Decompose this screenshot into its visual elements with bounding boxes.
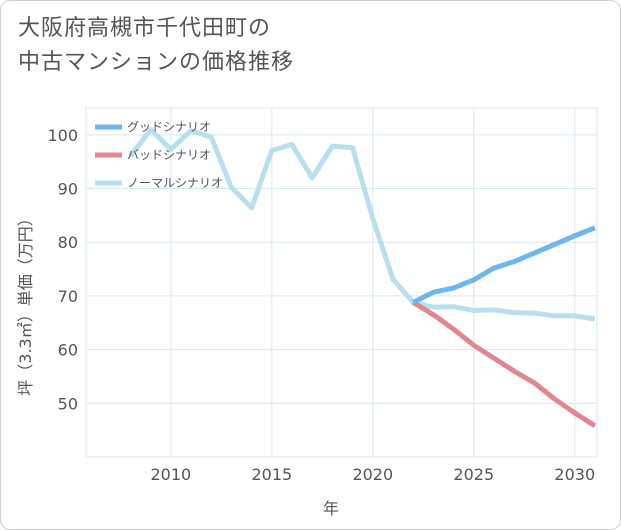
y-tick-label: 100: [47, 126, 78, 145]
legend-label-2: ノーマルシナリオ: [127, 176, 223, 190]
plot-border: [85, 107, 598, 458]
y-tick-label: 80: [58, 233, 78, 252]
y-tick-label: 70: [58, 287, 78, 306]
chart-title: 大阪府高槻市千代田町の 中古マンションの価格推移: [18, 12, 294, 80]
y-tick-label: 90: [58, 180, 78, 199]
x-tick-label: 2025: [453, 465, 494, 484]
series-line-2: [128, 127, 596, 322]
chart-title-line-1: 大阪府高槻市千代田町の: [18, 16, 272, 41]
x-axis-ticks: 2010 2015 2020 2025 2030: [150, 465, 595, 484]
x-tick-label: 2020: [352, 465, 393, 484]
y-axis-ticks: 50 60 70 80 90 100: [47, 126, 78, 413]
series-lines: [128, 127, 597, 429]
y-tick-label: 60: [58, 341, 78, 360]
x-axis-label: 年: [323, 499, 339, 518]
x-tick-label: 2030: [554, 465, 595, 484]
series-line-1: [411, 300, 597, 429]
y-tick-label: 50: [58, 394, 78, 413]
chart-title-line-2: 中古マンションの価格推移: [18, 50, 295, 75]
legend-label-1: バッドシナリオ: [127, 148, 211, 162]
x-tick-label: 2010: [150, 465, 191, 484]
series-line-0: [412, 225, 596, 305]
y-axis-label: 坪（3.3㎡）単価（万円）: [16, 210, 35, 395]
x-tick-label: 2015: [251, 465, 292, 484]
legend-label-0: グッドシナリオ: [127, 120, 211, 134]
grid-lines: [85, 107, 598, 458]
